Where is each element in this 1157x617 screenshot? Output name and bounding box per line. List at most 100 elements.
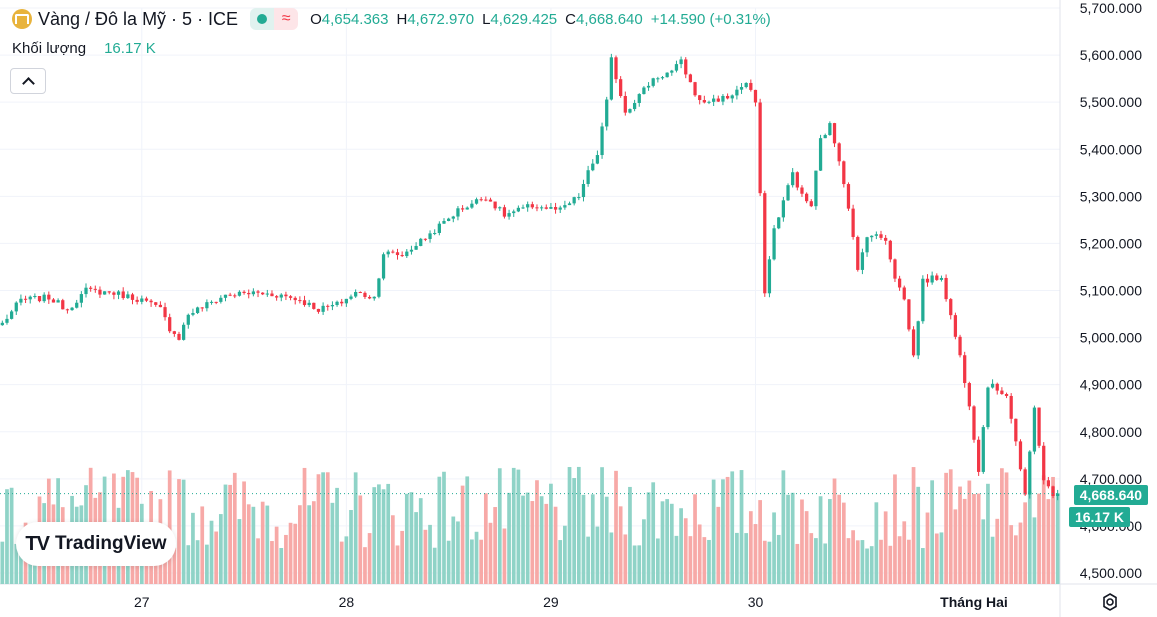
volume-bar (521, 495, 525, 584)
gold-coin-icon (12, 9, 32, 29)
candle-body (721, 95, 725, 102)
candle-body (595, 155, 600, 164)
candle-body (670, 70, 674, 73)
symbol-title[interactable]: Vàng / Đô la Mỹ · 5 · ICE (38, 8, 239, 29)
candle-body (274, 296, 279, 298)
volume-bar (855, 540, 860, 584)
volume-bar (911, 467, 916, 584)
candle-body (223, 294, 228, 298)
candle-body (1014, 418, 1018, 442)
tradingview-logo[interactable]: TV TradingView (16, 522, 176, 566)
volume-bar (865, 548, 869, 584)
volume-bar (628, 486, 632, 584)
candle-body (1037, 407, 1041, 446)
candle-body (1009, 395, 1013, 419)
candle-body (112, 292, 116, 295)
volume-bar (920, 548, 925, 584)
candle-body (744, 82, 748, 88)
volume-bar (879, 539, 883, 584)
volume-bar (600, 467, 604, 584)
settings-gear-icon[interactable] (1100, 592, 1120, 612)
candle-body (600, 126, 604, 156)
volume-bar (321, 472, 325, 584)
market-open-dot-icon (250, 8, 275, 30)
volume-bar (642, 519, 646, 584)
volume-bar (934, 533, 939, 584)
volume-bar (800, 499, 804, 584)
candle-body (544, 207, 548, 209)
candle-body (214, 301, 218, 303)
volume-bar (846, 538, 851, 584)
volume-bar (386, 483, 391, 584)
candle-body (42, 294, 46, 302)
candle-body (340, 301, 344, 304)
volume-bar (0, 541, 5, 584)
volume-bar (609, 532, 614, 584)
candle-body (916, 321, 920, 356)
volume-bar (753, 524, 758, 584)
volume-bar (730, 471, 735, 584)
volume-bar (874, 502, 879, 584)
y-tick-label: 5,400.000 (1080, 141, 1142, 157)
candle-body (995, 383, 999, 391)
volume-bar (279, 547, 284, 584)
candle-body (363, 292, 367, 297)
candle-body (70, 307, 74, 311)
candle-body (730, 95, 734, 99)
candle-body (879, 234, 883, 238)
volume-bar (632, 545, 637, 584)
candle-body (972, 406, 976, 440)
candle-body (786, 185, 790, 201)
candle-body (140, 298, 144, 302)
candle-body (846, 184, 851, 209)
candle-body (907, 299, 911, 330)
candle-body (930, 275, 934, 283)
candle-body (725, 95, 730, 99)
candle-body (247, 292, 251, 295)
candle-body (158, 304, 163, 308)
volume-bar (400, 530, 405, 584)
collapse-legend-button[interactable] (10, 68, 46, 94)
candle-body (963, 355, 967, 384)
volume-bar (1013, 535, 1018, 584)
volume-bar (205, 544, 209, 584)
candle-body (61, 300, 65, 310)
volume-bar (451, 516, 456, 584)
candle-body (423, 238, 428, 240)
y-tick-label: 4,800.000 (1080, 424, 1142, 440)
candle-body (609, 57, 613, 100)
candle-body (502, 207, 507, 217)
volume-bar (1004, 472, 1009, 584)
volume-bar (576, 466, 581, 584)
candle-body (539, 207, 544, 209)
candle-body (698, 95, 702, 101)
volume-bar (470, 539, 474, 584)
candle-body (935, 275, 939, 280)
last-price-tag: 4,668.640 (1073, 485, 1148, 505)
candle-body (98, 289, 102, 295)
candle-body (228, 294, 232, 296)
volume-bar (851, 530, 855, 584)
volume-bar (191, 512, 195, 584)
volume-bar (1051, 476, 1055, 584)
volume-bar (195, 540, 200, 584)
volume-bar (246, 504, 251, 584)
candle-body (372, 296, 376, 299)
candle-body (888, 240, 892, 260)
volume-bar (502, 528, 507, 584)
candle-body (1004, 394, 1009, 396)
candle-body (330, 305, 335, 307)
volume-bar (298, 505, 302, 584)
candle-body (814, 170, 818, 207)
candle-body (56, 300, 60, 303)
market-status[interactable]: ≈ (250, 8, 299, 30)
x-tick-label: 27 (134, 594, 150, 610)
volume-legend[interactable]: Khối lượng 16.17 K (12, 40, 156, 57)
candle-body (172, 331, 176, 334)
volume-bar (214, 531, 219, 584)
candle-body (716, 98, 720, 102)
candle-body (911, 329, 916, 356)
candle-body (488, 199, 493, 202)
candle-body (298, 300, 302, 302)
